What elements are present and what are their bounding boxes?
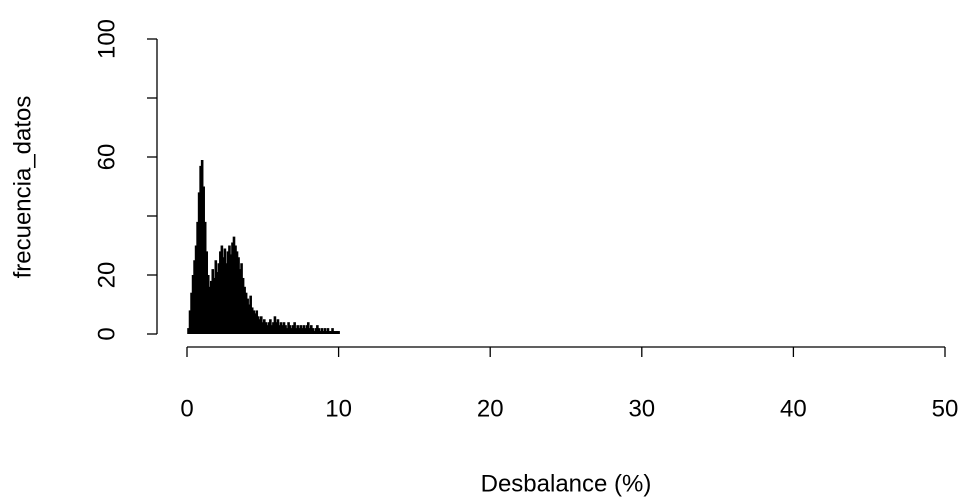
y-tick-label: 20 <box>93 262 120 289</box>
x-axis-label: Desbalance (%) <box>481 470 652 497</box>
y-tick-label: 60 <box>93 144 120 171</box>
x-tick-label: 40 <box>780 395 807 422</box>
y-tick-label: 100 <box>93 19 120 59</box>
x-tick-label: 0 <box>180 395 193 422</box>
x-tick-label: 20 <box>477 395 504 422</box>
x-tick-label: 50 <box>932 395 959 422</box>
y-tick-label: 0 <box>93 327 120 340</box>
x-tick-label: 30 <box>628 395 655 422</box>
x-tick-label: 10 <box>325 395 352 422</box>
y-axis-label: frecuencia_datos <box>9 96 36 279</box>
